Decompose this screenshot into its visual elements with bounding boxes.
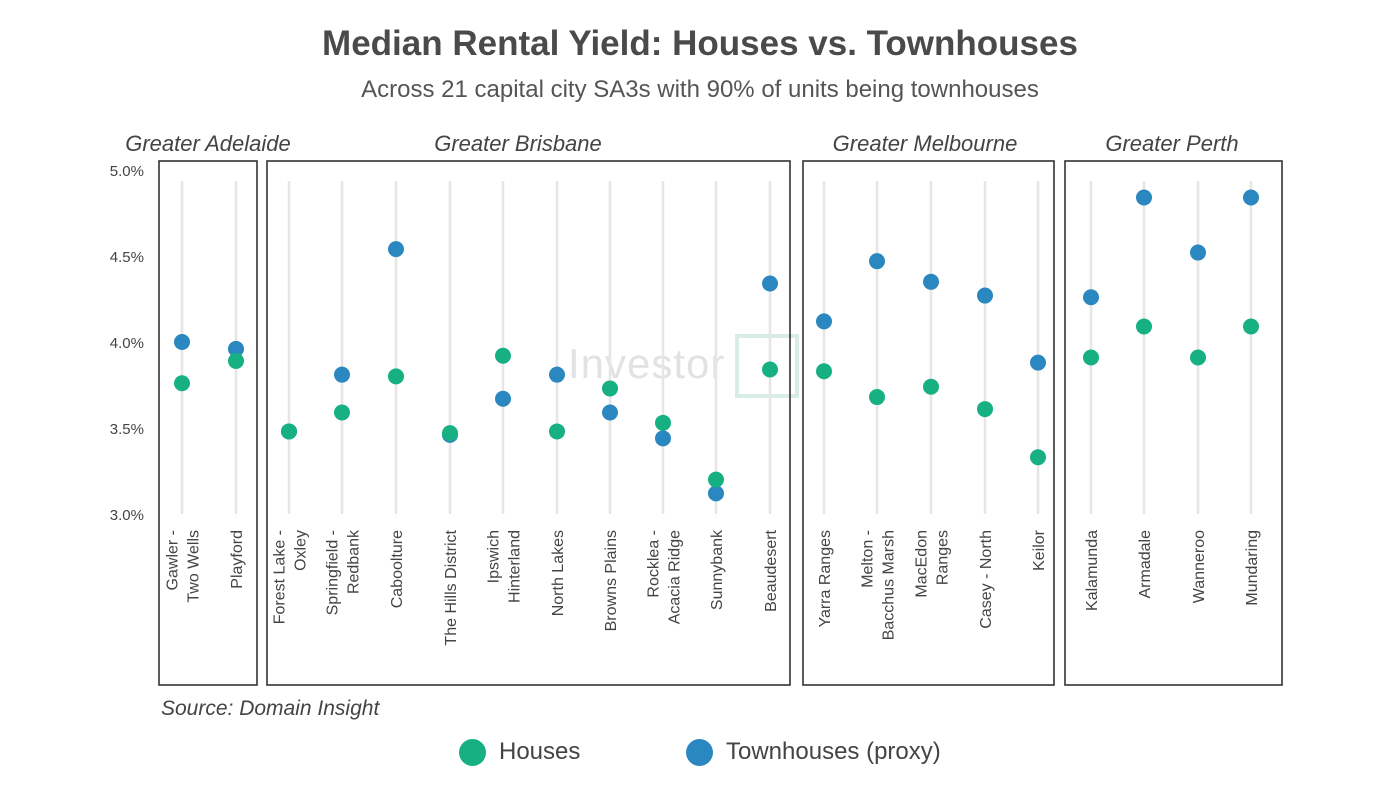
townhouse-point — [228, 340, 244, 357]
x-tick-label: Browns Plains — [603, 530, 620, 631]
x-tick-label: Gawler - Two Wells — [165, 530, 203, 603]
watermark-logo-icon — [735, 334, 800, 398]
townhouse-point — [495, 390, 511, 407]
y-tick-label: 5.0% — [110, 163, 144, 180]
townhouse-point — [1243, 189, 1259, 206]
y-tick-label: 3.5% — [110, 421, 144, 438]
x-tick-label: Caboolture — [389, 530, 406, 608]
house-point — [602, 380, 618, 397]
house-point — [442, 425, 458, 442]
x-tick-label: Mundaring — [1244, 530, 1261, 606]
legend-item-houses: Houses — [459, 736, 580, 768]
house-point — [655, 414, 671, 431]
x-tick-label: Armadale — [1137, 530, 1154, 599]
house-point — [228, 352, 244, 369]
x-tick-label: Ipswich Hinterland — [486, 530, 524, 603]
x-tick-label: Rocklea - Acacia Ridge — [646, 530, 684, 624]
panel-frame — [266, 160, 791, 686]
house-point — [334, 404, 350, 421]
house-point — [762, 361, 778, 378]
x-tick-label: North Lakes — [550, 530, 567, 616]
x-tick-label: Casey - North — [978, 530, 995, 629]
townhouse-point — [334, 366, 350, 383]
panel-header: Greater Brisbane — [434, 131, 602, 156]
house-point — [1190, 349, 1206, 366]
chart-subtitle: Across 21 capital city SA3s with 90% of … — [361, 76, 1039, 103]
townhouse-point — [762, 275, 778, 292]
x-tick-label: Forest Lake - Oxley — [272, 530, 310, 624]
x-tick-label: Sunnybank — [709, 529, 726, 610]
x-tick-label: Keilor — [1031, 529, 1048, 571]
townhouse-point — [923, 273, 939, 290]
y-tick-label: 4.0% — [110, 335, 144, 352]
townhouse-point — [1030, 354, 1046, 371]
legend-houses-label: Houses — [499, 738, 581, 765]
house-point — [549, 423, 565, 440]
townhouse-point — [1190, 244, 1206, 261]
x-tick-label: Beaudesert — [763, 529, 780, 611]
x-tick-label: Playford — [229, 530, 246, 589]
panel-header: Greater Perth — [1105, 131, 1238, 156]
panel-frame — [1064, 160, 1283, 686]
house-point — [923, 378, 939, 395]
house-point — [1136, 318, 1152, 335]
watermark: Investor — [568, 332, 800, 398]
house-point — [1243, 318, 1259, 335]
x-tick-label: Melton - Bacchus Marsh — [860, 530, 898, 640]
house-point — [708, 471, 724, 488]
townhouse-point — [869, 253, 885, 270]
townhouse-point — [977, 287, 993, 304]
legend-houses-dot — [459, 738, 486, 766]
x-tick-label: The Hills District — [443, 529, 460, 645]
y-tick-label: 4.5% — [110, 249, 144, 266]
x-tick-label: MacEdon Ranges — [914, 530, 952, 598]
x-tick-label: Yarra Ranges — [817, 530, 834, 628]
x-tick-label: Springfield - Redbank — [325, 529, 363, 615]
house-point — [869, 389, 885, 406]
townhouse-point — [708, 485, 724, 502]
townhouse-point — [1083, 289, 1099, 306]
townhouse-point — [602, 404, 618, 421]
x-tick-label: Wanneroo — [1191, 530, 1208, 603]
panel-frame — [158, 160, 258, 686]
watermark-text: Investor — [568, 340, 726, 387]
legend-townhouses-dot — [686, 738, 713, 766]
house-point — [1030, 449, 1046, 466]
house-point — [174, 375, 190, 392]
house-point — [1083, 349, 1099, 366]
panel-header: Greater Melbourne — [833, 131, 1018, 156]
house-point — [388, 368, 404, 385]
townhouse-point — [1136, 189, 1152, 206]
panel-frame — [802, 160, 1055, 686]
townhouse-point — [549, 366, 565, 383]
townhouse-point — [816, 313, 832, 330]
house-point — [977, 401, 993, 418]
source-note: Source: Domain Insight — [161, 697, 380, 720]
chart-title: Median Rental Yield: Houses vs. Townhous… — [322, 24, 1078, 63]
panel-header: Greater Adelaide — [125, 131, 291, 156]
legend-townhouses-label: Townhouses (proxy) — [726, 738, 941, 765]
house-point — [816, 363, 832, 380]
legend-item-townhouses: Townhouses (proxy) — [686, 736, 941, 768]
house-point — [281, 423, 297, 440]
townhouse-point — [655, 430, 671, 447]
house-point — [495, 347, 511, 364]
x-tick-label: Kalamunda — [1084, 530, 1101, 611]
townhouse-point — [388, 241, 404, 258]
y-tick-label: 3.0% — [110, 507, 144, 524]
townhouse-point — [174, 334, 190, 350]
